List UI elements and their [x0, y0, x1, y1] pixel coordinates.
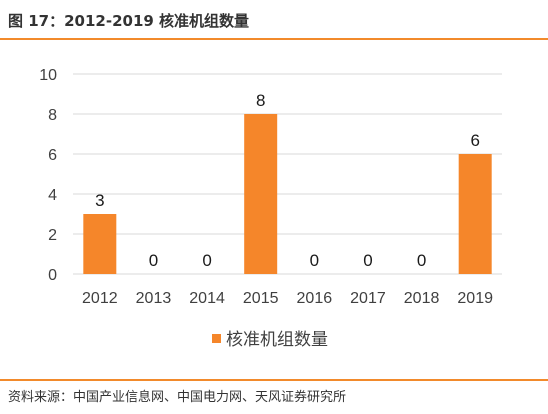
bar — [458, 154, 492, 274]
data-label: 8 — [256, 91, 265, 110]
legend-swatch — [212, 334, 221, 343]
figure-title: 图 17：2012-2019 核准机组数量 — [8, 12, 250, 30]
data-labels: 3 0 0 8 0 0 0 6 — [95, 91, 480, 270]
y-tick-label: 6 — [48, 147, 57, 164]
data-label: 0 — [202, 251, 211, 270]
data-label: 0 — [417, 251, 426, 270]
data-label: 3 — [95, 191, 104, 210]
x-tick-label: 2013 — [136, 290, 172, 307]
bar — [83, 214, 117, 274]
x-tick-label: 2015 — [243, 290, 279, 307]
x-tick-label: 2017 — [350, 290, 386, 307]
gridlines — [73, 73, 502, 275]
data-label: 0 — [310, 251, 319, 270]
x-tick-label: 2019 — [457, 290, 493, 307]
legend-label: 核准机组数量 — [226, 330, 328, 350]
data-label: 0 — [149, 251, 158, 270]
y-axis-ticks: 0 2 4 6 8 10 — [39, 67, 57, 284]
y-tick-label: 10 — [39, 67, 57, 84]
source-note: 资料来源：中国产业信息网、中国电力网、天风证券研究所 — [8, 390, 347, 405]
y-tick-label: 0 — [48, 267, 57, 284]
y-tick-label: 8 — [48, 107, 57, 124]
x-tick-label: 2012 — [82, 290, 118, 307]
legend: 核准机组数量 — [212, 330, 328, 350]
title-divider — [0, 38, 548, 40]
y-tick-label: 2 — [48, 227, 57, 244]
bars — [83, 114, 492, 274]
data-label: 6 — [470, 131, 479, 150]
bar — [244, 114, 278, 274]
x-tick-label: 2016 — [297, 290, 333, 307]
x-axis-ticks: 2012 2013 2014 2015 2016 2017 2018 2019 — [82, 290, 493, 307]
source-divider — [0, 379, 548, 381]
y-tick-label: 4 — [48, 187, 57, 204]
data-label: 0 — [363, 251, 372, 270]
x-tick-label: 2014 — [189, 290, 225, 307]
x-tick-label: 2018 — [404, 290, 440, 307]
